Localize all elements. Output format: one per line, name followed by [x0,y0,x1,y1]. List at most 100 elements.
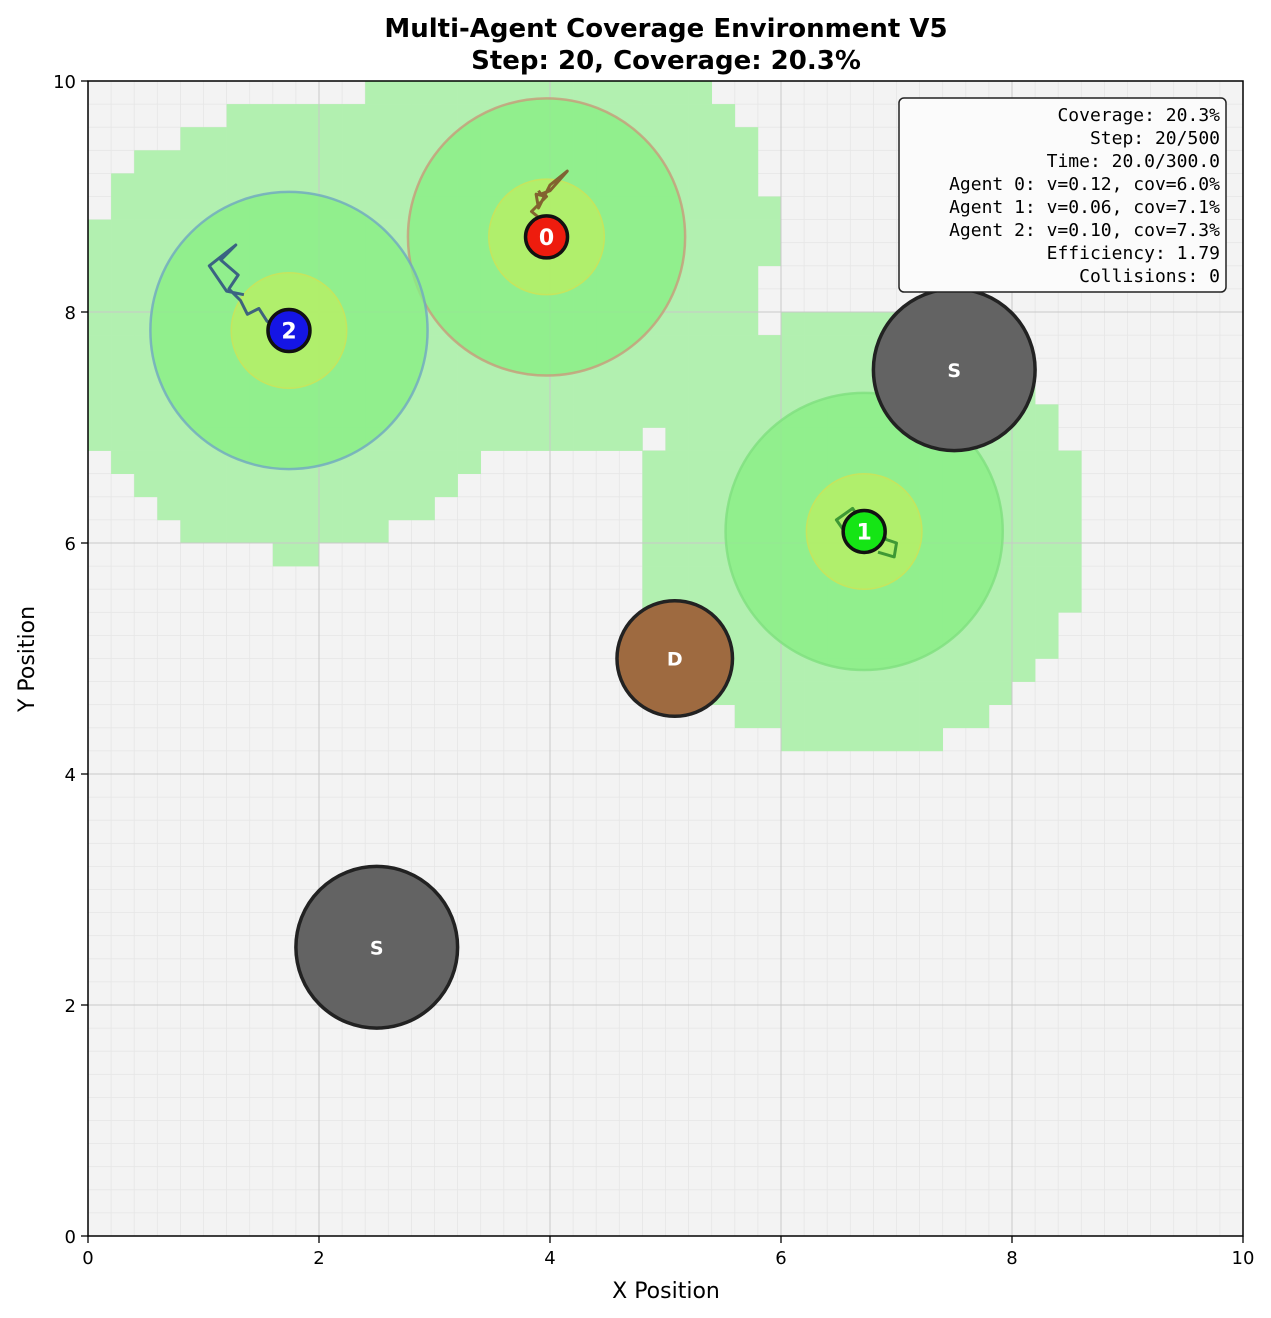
covered-cell [1035,496,1059,521]
covered-cell [503,381,528,405]
covered-cell [873,727,897,752]
y-tick-label: 6 [65,534,76,555]
covered-cell [526,427,551,451]
covered-cell [411,104,435,128]
covered-cell [342,473,366,498]
covered-cell [665,381,689,405]
covered-cell [111,219,135,243]
covered-cell [434,104,458,128]
covered-cell [642,404,666,428]
covered-cell [434,473,458,498]
covered-cell [203,150,227,174]
covered-cell [919,704,943,729]
covered-cell [550,404,574,428]
covered-cell [203,450,227,474]
covered-cell [642,381,666,405]
covered-cell [919,658,943,682]
covered-cell [573,381,597,405]
covered-cell [295,127,320,151]
covered-cell [619,381,643,405]
covered-cell [111,450,135,474]
covered-cell [88,219,112,243]
covered-cell [734,704,759,729]
covered-cell [457,81,481,105]
covered-cell [1012,589,1036,613]
covered-cell [711,312,736,336]
covered-cell [734,612,759,636]
covered-cell [988,635,1013,659]
covered-cell [388,196,412,220]
covered-cell [734,265,759,290]
covered-cell [249,127,274,151]
covered-cell [873,681,897,705]
covered-cell [1012,658,1036,682]
covered-cell [1035,635,1059,659]
covered-cell [1058,589,1082,613]
covered-cell [827,727,851,752]
covered-cell [688,288,712,313]
covered-cell [1035,404,1059,428]
covered-cell [850,358,874,382]
covered-cell [365,150,389,174]
x-tick-label: 10 [1232,1248,1255,1269]
covered-cell [319,473,343,498]
covered-cell [757,635,782,659]
covered-cell [573,81,597,105]
covered-cell [411,81,435,105]
covered-cell [480,381,505,405]
covered-cell [272,150,297,174]
covered-cell [411,450,435,474]
covered-cell [711,473,736,498]
covered-cell [388,173,412,197]
covered-cell [873,704,897,729]
covered-cell [134,150,158,174]
info-efficiency: Efficiency: 1.79 [1047,243,1220,264]
covered-cell [226,104,250,128]
covered-cell [526,404,551,428]
covered-cell [134,173,158,197]
covered-cell [665,427,689,451]
covered-cell [1012,543,1036,567]
covered-cell [734,681,759,705]
covered-cell [180,150,204,174]
covered-cell [503,81,528,105]
covered-cell [734,635,759,659]
covered-cell [781,704,805,729]
covered-cell [342,127,366,151]
covered-cell [942,658,967,682]
covered-cell [734,658,759,682]
covered-cell [665,496,689,521]
covered-cell [896,681,920,705]
covered-cell [342,519,366,544]
covered-cell [411,381,435,405]
covered-cell [411,127,435,151]
covered-cell [619,404,643,428]
covered-cell [827,681,851,705]
covered-cell [388,450,412,474]
covered-cell [342,173,366,197]
covered-cell [688,150,712,174]
covered-cell [111,242,135,267]
covered-cell [757,335,782,359]
covered-cell [249,104,274,128]
covered-cell [342,150,366,174]
covered-cell [711,196,736,220]
covered-cell [711,404,736,428]
covered-cell [319,173,343,197]
covered-cell [272,473,297,498]
obstacle-layer: S S D [294,287,1037,1030]
covered-cell [711,335,736,359]
covered-cell [226,473,250,498]
covered-cell [896,704,920,729]
covered-cell [111,427,135,451]
covered-cell [295,104,320,128]
covered-cell [388,104,412,128]
covered-cell [804,704,828,729]
covered-cell [757,404,782,428]
covered-cell [1012,473,1036,498]
covered-cell [111,265,135,290]
trail-agent-2 [207,243,290,332]
covered-cell [319,104,343,128]
info-box: Coverage: 20.3% Step: 20/500 Time: 20.0/… [898,97,1227,293]
